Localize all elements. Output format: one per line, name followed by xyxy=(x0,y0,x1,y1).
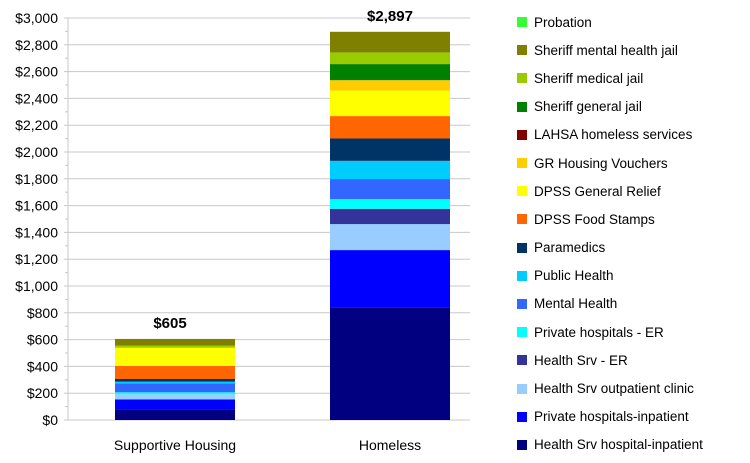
legend-label: Sheriff mental health jail xyxy=(534,42,678,58)
legend-item: DPSS Food Stamps xyxy=(517,205,750,233)
legend-item: Mental Health xyxy=(517,290,750,318)
legend-swatch xyxy=(517,17,527,28)
y-tick-label: $2,200 xyxy=(15,117,58,133)
legend-label: DPSS General Relief xyxy=(534,183,661,199)
y-tick-label: $2,000 xyxy=(15,144,58,160)
y-tick-label: $400 xyxy=(27,358,58,374)
x-category-label: Supportive Housing xyxy=(114,437,236,453)
legend-swatch xyxy=(517,327,527,338)
y-tick-label: $800 xyxy=(27,305,58,321)
legend-label: Sheriff general jail xyxy=(534,99,642,115)
legend-swatch xyxy=(517,129,527,140)
legend-swatch xyxy=(517,45,527,56)
y-tick-label: $2,400 xyxy=(15,90,58,106)
y-tick-label: $1,800 xyxy=(15,171,58,187)
bar-segment-gr-housing-vouchers xyxy=(330,80,450,91)
bar-segment-private-hospitals-inpatient xyxy=(330,250,450,308)
legend-item: Private hospitals - ER xyxy=(517,318,750,346)
legend-item: Sheriff medical jail xyxy=(517,64,750,92)
bar-segment-mental-health xyxy=(115,383,235,393)
legend-swatch xyxy=(517,242,527,253)
y-tick-label: $2,800 xyxy=(15,37,58,53)
legend-swatch xyxy=(517,101,527,112)
legend-label: Paramedics xyxy=(534,240,606,256)
bar-segment-health-srv-hospital-inpatient xyxy=(115,409,235,420)
legend-item: Probation xyxy=(517,8,750,36)
total-label: $605 xyxy=(153,315,186,332)
bar-segment-dpss-general-relief xyxy=(115,347,235,366)
legend-swatch xyxy=(517,158,527,169)
bar-segment-health-srv-er xyxy=(330,208,450,225)
legend-label: GR Housing Vouchers xyxy=(534,155,668,171)
legend-item: Public Health xyxy=(517,262,750,290)
legend-label: Private hospitals - ER xyxy=(534,324,664,340)
bar-segment-private-hospitals-er xyxy=(330,199,450,209)
legend-swatch xyxy=(517,383,527,394)
legend-item: Paramedics xyxy=(517,234,750,262)
y-tick-label: $1,200 xyxy=(15,251,58,267)
bar-segment-health-srv-outpatient-clinic xyxy=(330,224,450,251)
legend-item: Health Srv hospital-inpatient xyxy=(517,431,750,459)
legend-item: Private hospitals-inpatient xyxy=(517,403,750,431)
bar-segment-paramedics xyxy=(330,138,450,161)
legend-label: Health Srv outpatient clinic xyxy=(534,381,694,397)
legend-label: Health Srv - ER xyxy=(534,352,628,368)
bar-segment-sheriff-general-jail xyxy=(330,64,450,81)
legend-label: LAHSA homeless services xyxy=(534,127,693,143)
legend-label: Probation xyxy=(534,14,592,30)
bar-segment-sheriff-medical-jail xyxy=(330,52,450,65)
bar-segment-health-srv-hospital-inpatient xyxy=(330,307,450,420)
bar-segment-public-health xyxy=(330,160,450,180)
total-label: $2,897 xyxy=(367,8,413,25)
y-tick-label: $3,000 xyxy=(15,10,58,26)
bar-segment-dpss-food-stamps xyxy=(330,116,450,139)
legend-label: Public Health xyxy=(534,268,614,284)
bar-segment-private-hospitals-inpatient xyxy=(115,399,235,410)
legend-swatch xyxy=(517,270,527,281)
legend-item: Sheriff general jail xyxy=(517,93,750,121)
legend-swatch xyxy=(517,214,527,225)
legend-swatch xyxy=(517,411,527,422)
bar-segment-sheriff-mental-health-jail xyxy=(115,338,235,346)
bar-segment-mental-health xyxy=(330,179,450,200)
legend-item: LAHSA homeless services xyxy=(517,121,750,149)
legend-item: Health Srv - ER xyxy=(517,346,750,374)
legend-item: GR Housing Vouchers xyxy=(517,149,750,177)
bar-segment-public-health xyxy=(115,381,235,384)
legend-label: DPSS Food Stamps xyxy=(534,211,655,227)
bar-segment-sheriff-mental-health-jail xyxy=(330,31,450,53)
legend-label: Sheriff medical jail xyxy=(534,70,644,86)
legend-swatch xyxy=(517,298,527,309)
legend-label: Private hospitals-inpatient xyxy=(534,409,689,425)
legend-swatch xyxy=(517,355,527,366)
x-category-label: Homeless xyxy=(359,437,421,453)
legend-swatch xyxy=(517,73,527,84)
bar-segment-private-hospitals-er xyxy=(115,392,235,395)
legend-label: Mental Health xyxy=(534,296,618,312)
legend-item: Sheriff mental health jail xyxy=(517,36,750,64)
legend: Probation Sheriff mental health jail Sheri… xyxy=(517,8,750,459)
legend-swatch xyxy=(517,186,527,197)
y-tick-label: $200 xyxy=(27,385,58,401)
y-tick-label: $1,400 xyxy=(15,224,58,240)
legend-label: Health Srv hospital-inpatient xyxy=(534,437,703,453)
legend-item: Health Srv outpatient clinic xyxy=(517,374,750,402)
bar-segment-paramedics xyxy=(115,378,235,382)
legend-swatch xyxy=(517,439,527,450)
bar-segment-sheriff-medical-jail xyxy=(115,345,235,348)
bar-segment-dpss-general-relief xyxy=(330,90,450,117)
y-tick-label: $600 xyxy=(27,332,58,348)
y-tick-label: $2,600 xyxy=(15,64,58,80)
bar-segment-health-srv-outpatient-clinic xyxy=(115,394,235,400)
y-tick-label: $0 xyxy=(42,412,58,428)
legend-item: DPSS General Relief xyxy=(517,177,750,205)
y-tick-label: $1,000 xyxy=(15,278,58,294)
y-tick-label: $1,600 xyxy=(15,198,58,214)
bar-segment-dpss-food-stamps xyxy=(115,365,235,379)
